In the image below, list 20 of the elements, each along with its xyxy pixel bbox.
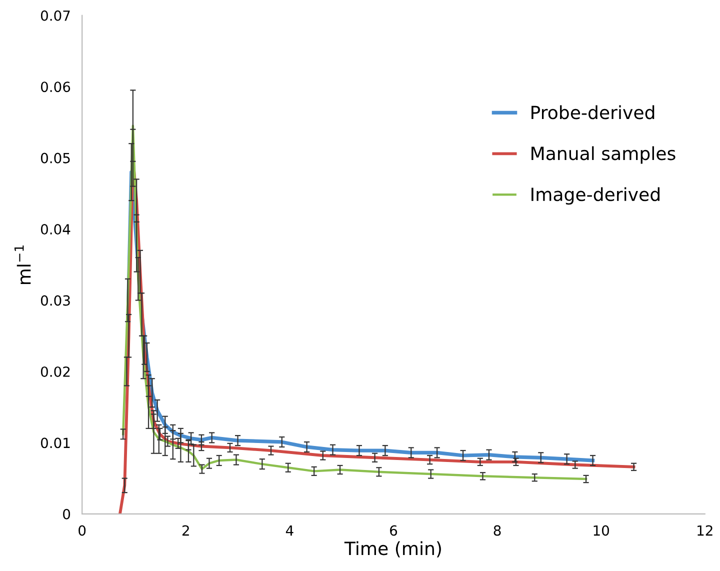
- legend-label: Manual samples: [532, 146, 676, 164]
- x-tick-label: 4: [286, 525, 294, 536]
- y-tick-label: 0.04: [40, 224, 70, 235]
- y-tick-label: 0.03: [40, 295, 70, 306]
- x-tick-label: 8: [494, 525, 501, 536]
- y-tick-label: 0.05: [40, 152, 70, 164]
- legend-label: Probe-derived: [532, 105, 654, 120]
- x-axis-title: Time (min): [344, 541, 441, 558]
- y-tick-label: 0.01: [40, 438, 70, 448]
- x-tick-label: 2: [182, 525, 189, 536]
- y-tick-label: 0.02: [40, 366, 70, 377]
- y-tick-label: 0.07: [40, 10, 70, 21]
- x-tick-label: 0: [78, 525, 86, 536]
- y-axis-title: ml$^{−1}$: [14, 245, 31, 284]
- x-tick-label: 12: [698, 525, 712, 536]
- x-tick-label: 6: [390, 525, 398, 536]
- y-tick-label: 0: [63, 508, 70, 520]
- legend-label: Image-derived: [532, 187, 660, 205]
- y-tick-label: 0.06: [40, 82, 70, 92]
- x-tick-label: 10: [594, 525, 609, 536]
